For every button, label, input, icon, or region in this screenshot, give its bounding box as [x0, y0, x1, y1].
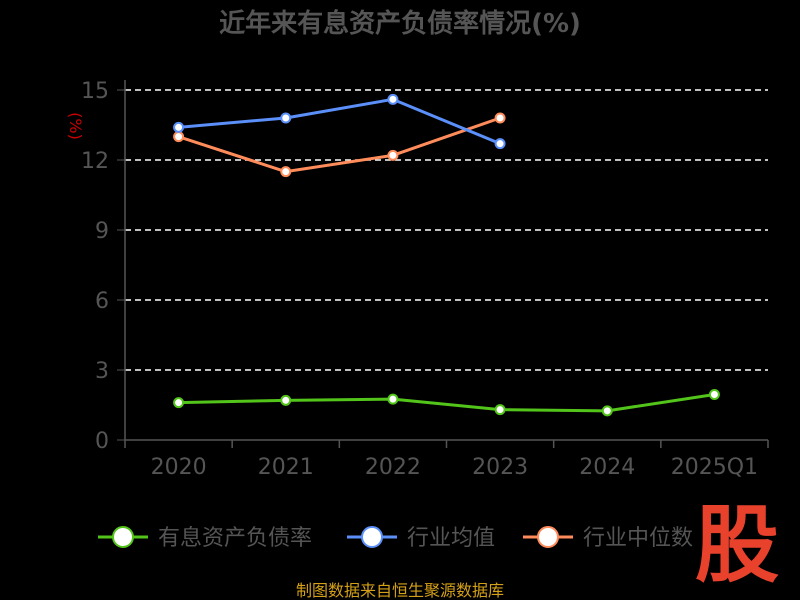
y-tick-label: 12: [81, 149, 109, 174]
legend-label: 行业中位数: [583, 526, 693, 551]
grid-lines: [117, 89, 768, 441]
data-point: [601, 405, 613, 417]
y-tick-label: 6: [95, 289, 109, 314]
series-line: [178, 97, 501, 146]
legend-item-2[interactable]: 行业中位数: [523, 526, 693, 551]
data-point: [494, 404, 506, 416]
y-tick-label: 15: [81, 79, 109, 104]
legend-marker: [112, 526, 134, 548]
watermark-logo: 股: [695, 496, 779, 594]
data-point: [280, 394, 292, 406]
series-2: [173, 112, 506, 178]
data-point: [173, 131, 185, 143]
x-tick-label: 2025Q1: [671, 455, 758, 480]
y-tick-labels: 0 3 6 9 12 15: [81, 79, 109, 454]
legend-label: 有息资产负债率: [158, 526, 312, 551]
legend-marker: [537, 526, 559, 548]
y-tick-label: 3: [95, 359, 109, 384]
data-point: [494, 112, 506, 124]
data-point: [173, 121, 185, 133]
y-tick-label: 9: [95, 219, 109, 244]
series-0: [173, 389, 720, 417]
data-point: [708, 389, 720, 400]
data-source-note: 制图数据来自恒生聚源数据库: [296, 581, 504, 600]
legend-item-0[interactable]: 有息资产负债率: [98, 526, 312, 551]
data-point: [387, 393, 399, 405]
y-tick-label: 0: [95, 429, 109, 454]
series-line: [178, 393, 715, 413]
x-tick-label: 2023: [472, 455, 528, 480]
legend-item-1[interactable]: 行业均值: [347, 526, 495, 551]
legend-marker: [361, 526, 383, 548]
x-tick-label: 2020: [151, 455, 207, 480]
data-point: [280, 166, 292, 178]
axes: [124, 80, 769, 448]
data-point: [387, 93, 399, 105]
chart-title: 近年来有息资产负债率情况(%): [219, 8, 581, 39]
data-point: [280, 112, 292, 124]
data-point: [494, 138, 506, 150]
x-tick-labels: 2020 2021 2022 2023 2024 2025Q1: [151, 455, 758, 480]
legend-label: 行业均值: [407, 526, 495, 551]
x-tick-label: 2021: [258, 455, 314, 480]
y-axis-unit: (%): [66, 112, 85, 140]
data-point: [173, 397, 185, 409]
x-tick-label: 2024: [579, 455, 635, 480]
series-layer: [173, 93, 720, 417]
data-point: [387, 149, 399, 161]
series-line: [178, 116, 501, 174]
legend: 有息资产负债率 行业均值 行业中位数: [98, 526, 693, 551]
x-tick-label: 2022: [365, 455, 421, 480]
series-1: [173, 93, 506, 150]
